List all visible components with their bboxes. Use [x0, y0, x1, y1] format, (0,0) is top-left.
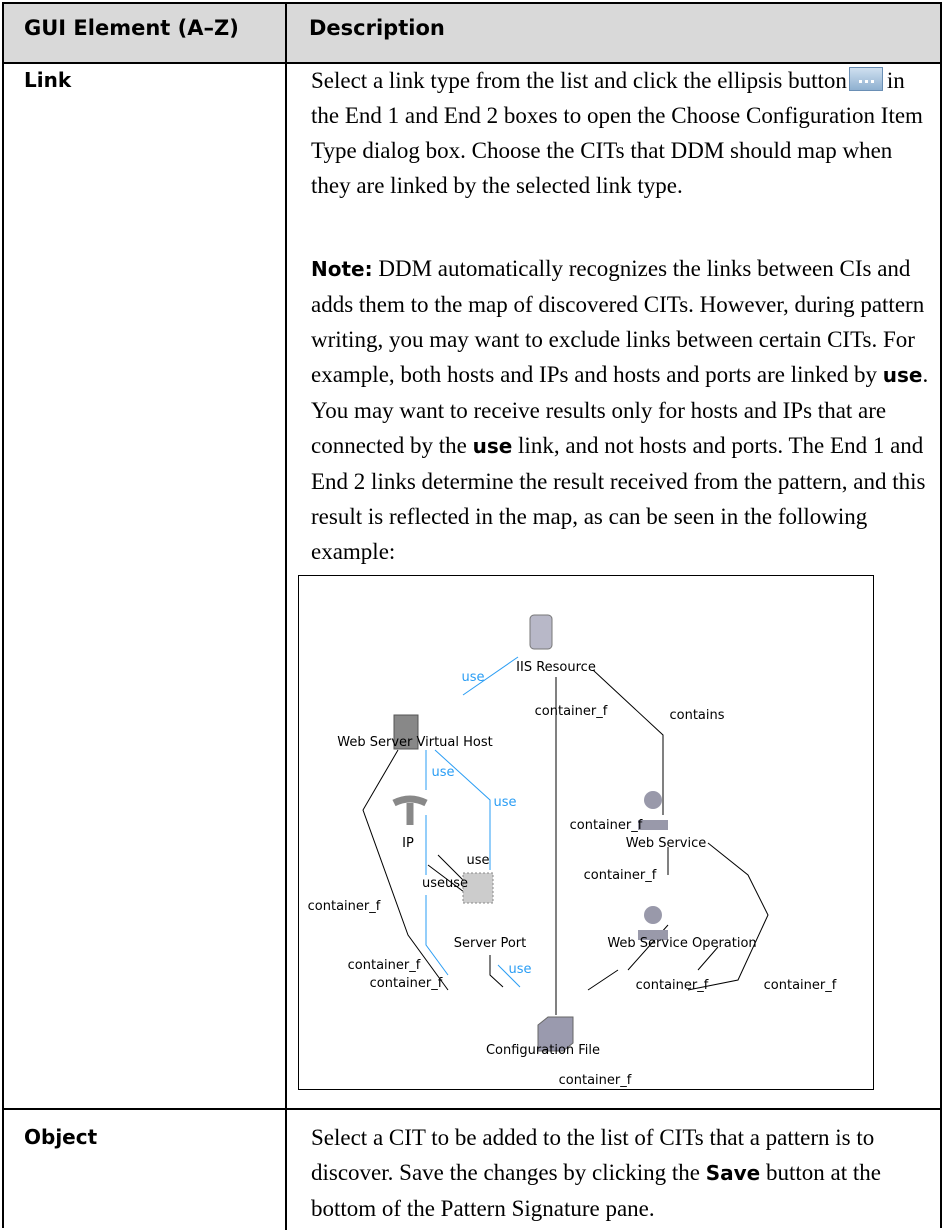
paragraph: Select a CIT to be added to the list of …: [311, 1120, 936, 1226]
header-row: [4, 4, 940, 64]
edges: [362, 656, 769, 1015]
node-label: Web Service: [626, 836, 707, 851]
edge-label: container_f: [308, 899, 381, 914]
node-label: Web Server Virtual Host: [337, 735, 492, 750]
labels: IIS Resource use container_f contains We…: [308, 660, 837, 1088]
edge-label: use: [493, 795, 516, 810]
edge-label: container_f: [764, 978, 837, 993]
text: . You may want to receive results only f…: [311, 362, 929, 458]
text: button at the bottom of the Pattern Sign…: [311, 1160, 881, 1221]
diagram: IIS Resource use container_f contains We…: [298, 575, 874, 1090]
bold-text: Save: [705, 1161, 761, 1185]
edge-label: container_f: [584, 868, 657, 883]
text: Select a CIT to be added to the list of …: [311, 1125, 875, 1185]
edge-label: container_f: [370, 976, 443, 991]
edge-label: container_f: [636, 978, 709, 993]
edge-label: container_f: [559, 1073, 632, 1088]
bold-text: Note:: [311, 257, 373, 281]
text: DDM automatically recognizes the links b…: [311, 256, 925, 387]
icons: [392, 614, 668, 1052]
node-label: Web Service Operation: [607, 936, 756, 951]
text: Select a link type from the list and cli…: [311, 68, 847, 93]
row-divider: [4, 1108, 940, 1110]
node-label: IP: [402, 836, 414, 851]
element-name: Link: [24, 68, 72, 92]
node-label: IIS Resource: [516, 660, 596, 675]
edge-label: contains: [669, 708, 724, 723]
note: Note: DDM automatically recognizes the l…: [311, 251, 936, 569]
edge-label: use: [461, 670, 484, 685]
element-name: Object: [24, 1125, 98, 1149]
text: in the End 1 and End 2 boxes to open the…: [311, 68, 923, 198]
paragraph: Select a link type from the list and cli…: [311, 63, 936, 203]
node-label: Configuration File: [486, 1043, 600, 1058]
node-label: Server Port: [454, 936, 527, 951]
edge-label: container_f: [535, 704, 608, 719]
column-divider: [285, 4, 287, 1230]
edge-label: container_f: [570, 818, 643, 833]
edge-label: use: [508, 962, 531, 977]
header-cell: GUI Element (A–Z): [24, 16, 239, 40]
header-cell: Description: [309, 16, 445, 40]
bold-text: use: [472, 434, 513, 458]
bold-text: use: [882, 363, 923, 387]
text: link, and not hosts and ports. The End 1…: [311, 433, 926, 564]
edge-label: container_f: [348, 958, 421, 973]
edge-label: useuse: [422, 876, 468, 891]
edge-label: use: [431, 765, 454, 780]
diagram-frame: [298, 575, 874, 1090]
edge-label: use: [466, 853, 489, 868]
ellipsis-icon: [848, 67, 883, 91]
